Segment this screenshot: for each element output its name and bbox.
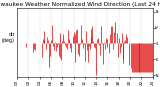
Y-axis label: dir
(deg): dir (deg) — [2, 32, 15, 43]
Title: Milwaukee Weather Normalized Wind Direction (Last 24 Hours): Milwaukee Weather Normalized Wind Direct… — [0, 2, 160, 7]
